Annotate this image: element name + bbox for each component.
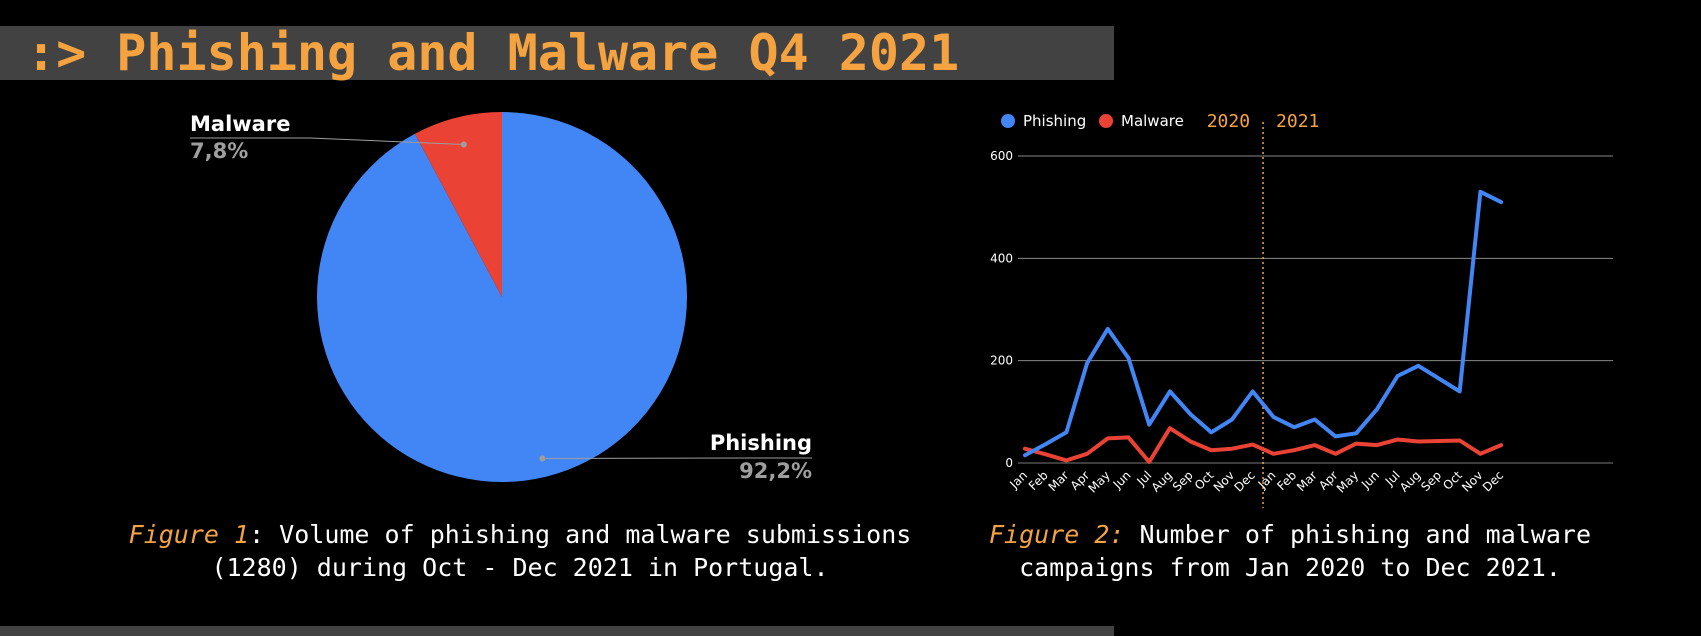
series-line-malware: [1023, 426, 1504, 464]
figure2-prefix: Figure 2:: [988, 520, 1125, 549]
x-tick-label: Aug: [1149, 468, 1175, 494]
y-tick-label: 400: [990, 251, 1013, 265]
x-tick-label: Sep: [1170, 468, 1196, 494]
pie-slice-malware: [414, 112, 502, 297]
x-tick-label: Jun: [1358, 468, 1382, 492]
x-tick-label: Nov: [1459, 468, 1485, 494]
x-tick-label: Oct: [1440, 468, 1465, 493]
x-tick-label: Aug: [1397, 468, 1423, 494]
x-tick-label: Dec: [1231, 468, 1257, 494]
phishing-label: Phishing: [710, 431, 812, 455]
title-bar: [0, 26, 1114, 80]
year-label-2020: 2020: [1207, 111, 1250, 132]
x-tick-label: Mar: [1294, 468, 1320, 494]
phishing-percent: 92,2%: [739, 459, 812, 483]
bottom-bar: [0, 626, 1114, 636]
x-tick-label: May: [1085, 468, 1112, 495]
figure1-caption-line1: : Volume of phishing and malware submiss…: [249, 520, 912, 549]
malware-leader-line: [190, 137, 464, 145]
x-tick-label: Mar: [1046, 468, 1072, 494]
phishing-leader-line: [542, 457, 812, 460]
figure2-caption-line2: campaigns from Jan 2020 to Dec 2021.: [1019, 553, 1561, 582]
figure1-prefix: Figure 1: [128, 520, 250, 549]
x-tick-label: Feb: [1274, 468, 1299, 493]
figure2-caption: Figure 2: Number of phishing and malware…: [940, 518, 1640, 584]
x-tick-label: Jan: [1006, 468, 1030, 492]
pie-chart: Phishing 92,2% Malware 7,8%: [190, 112, 812, 483]
y-tick-label: 0: [1005, 456, 1013, 470]
legend-label-phishing: Phishing: [1023, 112, 1086, 130]
figure1-caption: Figure 1: Volume of phishing and malware…: [20, 518, 1020, 584]
year-label-2021: 2021: [1276, 111, 1319, 132]
x-tick-label: Feb: [1026, 468, 1051, 493]
x-tick-label: Nov: [1211, 468, 1237, 494]
figure2-caption-line1: Number of phishing and malware: [1124, 520, 1592, 549]
x-tick-label: Jun: [1110, 468, 1134, 492]
x-tick-label: May: [1334, 468, 1361, 495]
series-line-phishing: [1023, 189, 1504, 458]
pie-slice-phishing: [317, 112, 687, 482]
y-tick-label: 600: [990, 149, 1013, 163]
legend-label-malware: Malware: [1121, 112, 1184, 130]
legend-marker-malware: [1099, 114, 1113, 128]
legend-marker-phishing: [1001, 114, 1015, 128]
x-tick-label: Sep: [1418, 468, 1444, 494]
figure1-caption-line2: (1280) during Oct - Dec 2021 in Portugal…: [211, 553, 829, 582]
x-tick-label: Jan: [1255, 468, 1279, 492]
malware-percent: 7,8%: [190, 139, 248, 163]
y-tick-label: 200: [990, 354, 1013, 368]
page-title: :> Phishing and Malware Q4 2021: [26, 24, 960, 82]
malware-label: Malware: [190, 112, 290, 136]
x-tick-label: Dec: [1480, 468, 1506, 494]
x-tick-label: Oct: [1192, 468, 1217, 493]
